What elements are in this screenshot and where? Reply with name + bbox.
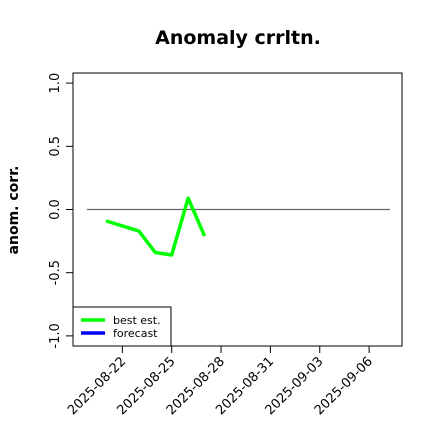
- y-tick-label: 1.0: [48, 73, 63, 94]
- y-tick-label: -0.5: [48, 260, 63, 285]
- y-tick-label: 0.5: [48, 136, 63, 157]
- y-axis-label: anom. corr.: [6, 166, 22, 255]
- y-tick-label: 0.0: [48, 199, 63, 220]
- chart-title: Anomaly crrltn.: [155, 27, 321, 49]
- legend-label: forecast: [113, 327, 158, 340]
- y-tick-label: -1.0: [48, 323, 63, 348]
- series-line: [105, 196, 207, 257]
- legend-box: [72, 306, 172, 347]
- legend-label: best est.: [113, 314, 161, 327]
